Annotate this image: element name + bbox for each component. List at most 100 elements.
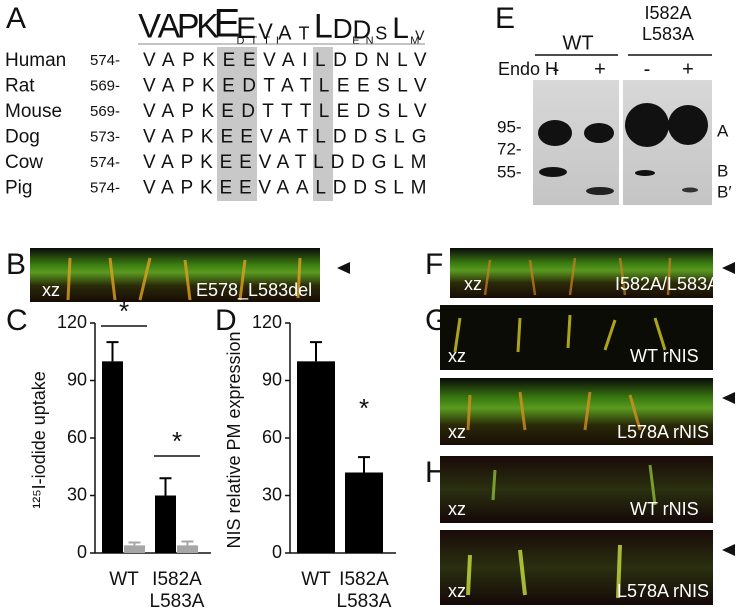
group-label: WT bbox=[562, 32, 593, 54]
micrograph bbox=[440, 530, 713, 605]
error-bar bbox=[106, 341, 119, 362]
caption: E578_L583del bbox=[196, 280, 312, 301]
arrowhead bbox=[722, 544, 735, 556]
group-label: I582A bbox=[644, 3, 691, 23]
treatment-label: Endo H bbox=[498, 59, 558, 79]
bar bbox=[155, 495, 176, 553]
bar bbox=[345, 472, 383, 553]
logo-secondary: DTTI bbox=[237, 35, 285, 47]
caption: WT rNIS bbox=[630, 346, 699, 366]
micrograph bbox=[30, 248, 320, 302]
x-tick-label: WT bbox=[301, 569, 331, 590]
start-position: 569- bbox=[90, 103, 120, 120]
band bbox=[625, 103, 669, 147]
band bbox=[635, 170, 655, 176]
error-bar bbox=[358, 456, 370, 473]
arrowhead bbox=[722, 262, 735, 274]
sequence: VAPKEDTTTLEDSLV bbox=[143, 101, 427, 122]
bar bbox=[102, 361, 123, 553]
y-tick-label: 90 bbox=[262, 369, 282, 389]
highlight bbox=[313, 47, 333, 201]
cell-borders bbox=[491, 464, 657, 506]
caption: I582A/L583A bbox=[615, 274, 719, 294]
logo-letter: K bbox=[196, 7, 219, 45]
axis-label: xz bbox=[42, 280, 60, 300]
x-tick-label: I582A L583A bbox=[337, 569, 392, 610]
logo-letter: D bbox=[333, 13, 353, 44]
species: Dog bbox=[5, 127, 40, 148]
logo-letter: A bbox=[158, 7, 181, 45]
arrowhead bbox=[722, 392, 735, 404]
species: Pig bbox=[5, 178, 32, 199]
caption: L578A rNIS bbox=[617, 422, 709, 442]
axis-label: xz bbox=[448, 422, 466, 442]
start-position: 573- bbox=[90, 128, 120, 145]
cell-borders bbox=[466, 391, 642, 431]
sequence: VAPKEEVAALDDSLM bbox=[143, 178, 427, 199]
logo-secondary: EN bbox=[352, 35, 379, 47]
logo-letter: A bbox=[278, 22, 292, 44]
caption: L578A rNIS bbox=[617, 581, 709, 601]
y-tick-label: 0 bbox=[272, 542, 282, 562]
logo-letter: P bbox=[177, 7, 200, 45]
cell-borders bbox=[453, 314, 667, 353]
band bbox=[586, 187, 614, 195]
y-tick-label: 90 bbox=[67, 369, 87, 389]
band-label: B bbox=[717, 161, 728, 180]
logo-secondary: M bbox=[410, 35, 425, 47]
marker: 95- bbox=[497, 117, 522, 136]
panel-label: C bbox=[6, 304, 28, 337]
panel-label: A bbox=[6, 2, 26, 35]
axis-label: xz bbox=[448, 346, 466, 366]
marker: 72- bbox=[497, 139, 522, 158]
group-label: L583A bbox=[642, 24, 694, 44]
alignment: Human 574- VAPKEEVAILDDNLV Rat 569- VAPKEDTAT… bbox=[5, 50, 427, 199]
start-position: 569- bbox=[90, 77, 120, 94]
error-bar bbox=[181, 540, 194, 546]
start-position: 574- bbox=[90, 154, 120, 171]
logo-letter: L bbox=[392, 12, 409, 45]
sign: - bbox=[644, 58, 651, 80]
species: Human bbox=[5, 50, 66, 71]
sequence: VAPKEEVAILDDNLV bbox=[143, 50, 427, 71]
arrowhead bbox=[337, 262, 350, 274]
y-tick-label: 120 bbox=[57, 312, 87, 332]
start-position: 574- bbox=[90, 179, 120, 196]
sequence: VAPKEEVATLDDSLG bbox=[143, 127, 427, 148]
significance: * bbox=[172, 426, 182, 456]
bar bbox=[297, 361, 335, 553]
sequence: VAPKEEVATLDDGLM bbox=[143, 152, 427, 173]
y-axis-label: ¹²⁵I-iodide uptake bbox=[29, 371, 49, 509]
x-tick-label: I582A L583A bbox=[150, 569, 205, 610]
panel-label: F bbox=[425, 248, 443, 281]
logo-letter: E bbox=[214, 2, 241, 46]
sign: + bbox=[682, 58, 694, 80]
bar bbox=[124, 545, 145, 553]
y-tick-label: 60 bbox=[262, 427, 282, 447]
caption: WT rNIS bbox=[630, 499, 699, 519]
logo-letter: D bbox=[353, 14, 372, 44]
sign: - bbox=[553, 58, 560, 80]
axis-label: xz bbox=[464, 274, 482, 294]
band bbox=[538, 120, 572, 146]
panel-label: E bbox=[495, 2, 515, 35]
species: Mouse bbox=[5, 101, 62, 122]
species: Rat bbox=[5, 76, 35, 97]
cell-borders bbox=[483, 257, 672, 296]
band bbox=[668, 105, 708, 145]
y-tick-label: 120 bbox=[252, 312, 282, 332]
highlight bbox=[217, 47, 257, 201]
species: Cow bbox=[5, 152, 43, 173]
logo-letter: V bbox=[138, 7, 161, 45]
y-tick-label: 0 bbox=[77, 542, 87, 562]
panel-label: B bbox=[6, 248, 26, 281]
y-tick-label: 30 bbox=[67, 484, 87, 504]
band bbox=[682, 187, 698, 193]
significance: * bbox=[359, 393, 369, 423]
start-position: 574- bbox=[90, 52, 120, 69]
y-axis-label: NIS relative PM expression bbox=[224, 331, 244, 548]
logo-letter: S bbox=[375, 24, 387, 44]
micrograph bbox=[440, 456, 713, 523]
y-tick-label: 30 bbox=[262, 484, 282, 504]
